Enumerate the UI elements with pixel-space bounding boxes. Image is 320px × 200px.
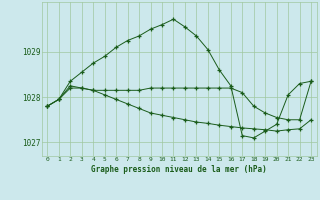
X-axis label: Graphe pression niveau de la mer (hPa): Graphe pression niveau de la mer (hPa) bbox=[91, 165, 267, 174]
